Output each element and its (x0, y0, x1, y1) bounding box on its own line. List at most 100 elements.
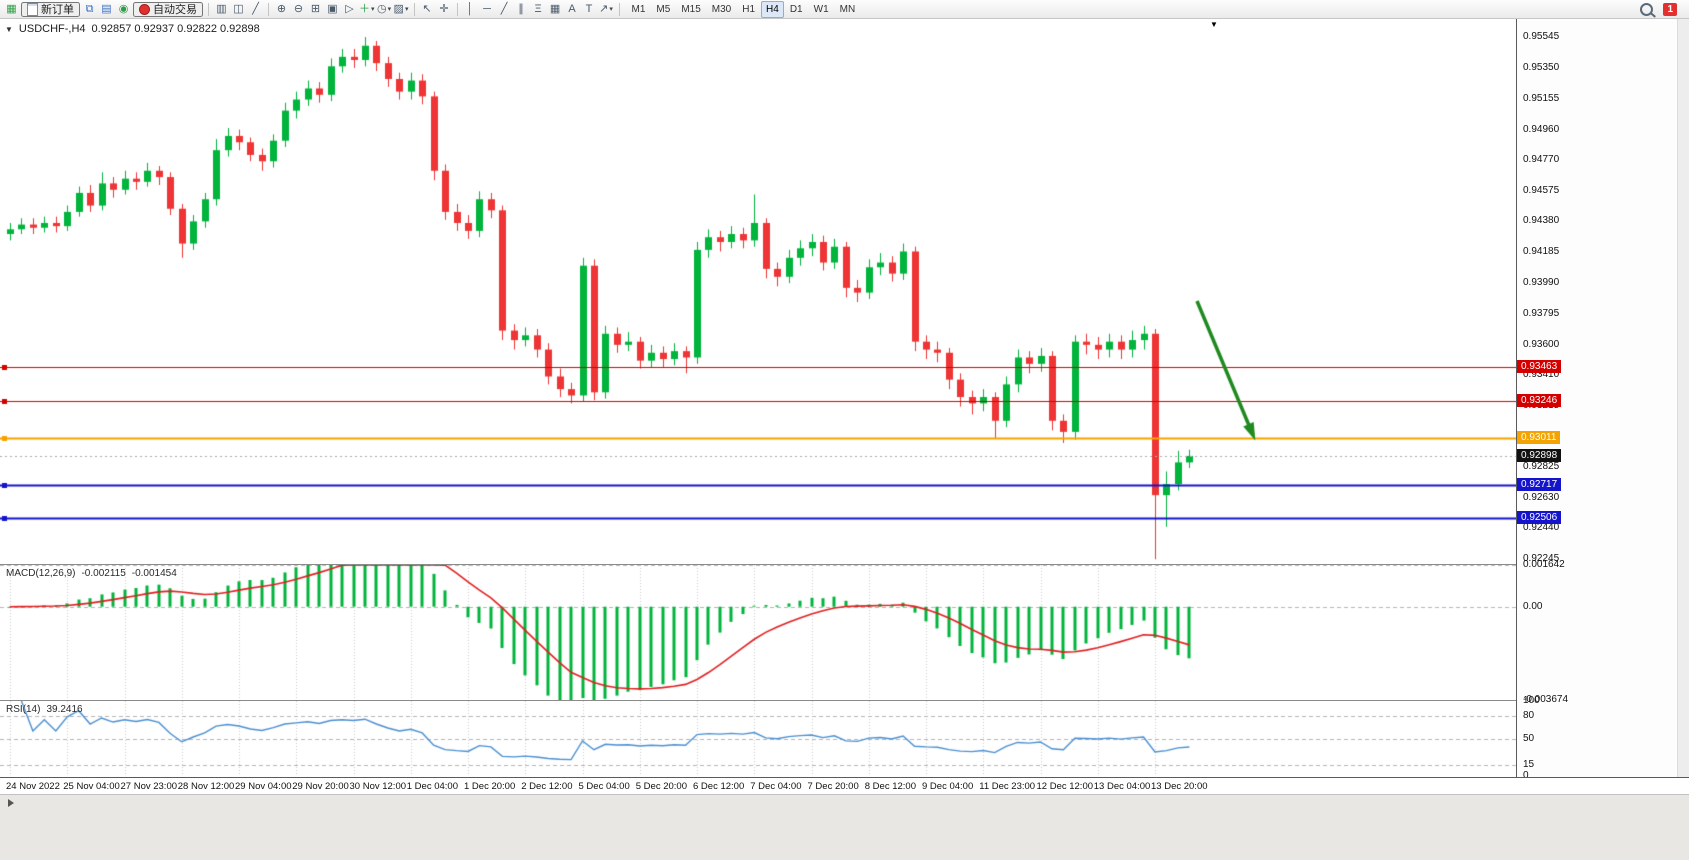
price-tick: 0.92825 (1523, 461, 1560, 473)
auto-scroll-icon[interactable]: ▷ (345, 2, 354, 15)
price-axis[interactable]: 0.95545 0.95350 0.95155 0.94960 0.94770 0.945… (1516, 19, 1689, 781)
shapes-icon[interactable]: ▦ (549, 2, 561, 15)
price-tick: 0.93410 (1523, 368, 1560, 380)
timeframe-H1[interactable]: H1 (742, 3, 756, 15)
timeframe-M5[interactable]: M5 (656, 3, 671, 15)
timeframe-W1[interactable]: W1 (813, 3, 829, 15)
timeframe-MN[interactable]: MN (839, 3, 856, 15)
right-scrollbar[interactable] (1677, 19, 1689, 777)
time-axis-label: 6 Dec 12:00 (693, 781, 745, 792)
toolbar-right: 1 (1640, 2, 1685, 16)
new-order-button[interactable]: 新订单 (21, 1, 80, 17)
zoom-out-icon[interactable]: ⊖ (293, 2, 304, 15)
macd-axis-label: 0.00 (1523, 600, 1543, 612)
rsi-axis-label: 15 (1523, 758, 1535, 770)
templates-icon[interactable]: ▨ ▾ (393, 2, 409, 15)
panel-divider[interactable] (0, 564, 1689, 565)
autotrade-button[interactable]: 自动交易 (133, 1, 203, 17)
price-tick: 0.95545 (1523, 31, 1560, 43)
candlestick-mode-icon[interactable]: ◫ (233, 2, 244, 15)
autotrade-label: 自动交易 (153, 4, 197, 16)
price-tick: 0.94185 (1523, 246, 1560, 258)
bar-chart-mode-icon[interactable]: ▥ (216, 2, 227, 15)
panel-divider[interactable] (0, 700, 1689, 701)
price-tick: 0.92630 (1523, 492, 1560, 504)
toolbar-separator (268, 2, 269, 16)
price-line-tag: 0.93463 (1517, 359, 1562, 373)
market-watch-icon[interactable]: ▤ (101, 2, 112, 15)
price-tick: 0.94770 (1523, 153, 1560, 165)
price-line-tag: 0.93011 (1517, 431, 1561, 445)
chart-windows-icon[interactable]: ⧉ (85, 2, 94, 15)
price-line-tag: 0.92717 (1517, 477, 1562, 491)
arrange-icon[interactable]: ▣ (327, 2, 338, 15)
text-label-icon[interactable]: T (585, 2, 593, 15)
rsi-canvas[interactable] (0, 701, 1516, 776)
time-axis-label: 5 Dec 04:00 (578, 781, 630, 792)
toolbar-separator (456, 2, 458, 16)
timeframe-M30[interactable]: M30 (711, 3, 732, 15)
time-axis-label: 8 Dec 12:00 (864, 781, 916, 792)
time-axis-label: 1 Dec 04:00 (406, 781, 458, 792)
fibonacci-icon[interactable]: Ξ (534, 2, 542, 15)
time-axis-label: 5 Dec 20:00 (635, 781, 687, 792)
toolbar-separator (413, 2, 415, 16)
autotrade-status-icon (139, 3, 150, 15)
toolbar: ▦ 新订单 ⧉ ▤ ◉ 自动交易 ▥ ◫ ╱ ⊕ ⊖ ⊞ ▣ ▷ ＋ ▾ ◷ ▾ ▨… (0, 0, 1689, 19)
price-tick: 0.94960 (1523, 123, 1560, 135)
zoom-in-icon[interactable]: ⊕ (276, 2, 287, 15)
timeframe-M15[interactable]: M15 (681, 3, 701, 15)
macd-signal-value: -0.001454 (131, 568, 177, 579)
macd-name: MACD(12,26,9) (6, 568, 76, 579)
scroll-position-marker[interactable] (8, 799, 14, 807)
price-line-tag: 0.92506 (1517, 510, 1562, 524)
macd-axis-label: -0.003674 (1523, 694, 1569, 705)
one-click-trading-toggle[interactable]: ▼ (5, 24, 13, 34)
toolbar-separator (618, 2, 620, 16)
timeframe-toolbar: M1 M5 M15 M30 H1 H4 D1 W1 MN (627, 0, 861, 18)
crosshair-icon[interactable]: ✛ (439, 2, 449, 15)
channel-icon[interactable]: ∥ (518, 2, 524, 15)
price-line-tag: 0.93246 (1517, 393, 1562, 407)
chart-shift-marker[interactable]: ▼ (1210, 20, 1218, 29)
time-axis-label: 11 Dec 23:00 (979, 781, 1036, 792)
line-chart-mode-icon[interactable]: ╱ (252, 2, 259, 15)
vertical-line-icon[interactable]: │ (466, 2, 474, 15)
periods-icon[interactable]: ◷ ▾ (376, 2, 392, 15)
chart-title: ▼ USDCHF-,H4 0.92857 0.92937 0.92822 0.9… (5, 23, 260, 35)
time-axis-label: 2 Dec 12:00 (521, 781, 573, 792)
time-axis[interactable]: 24 Nov 2022 25 Nov 04:00 27 Nov 23:00 28 No… (0, 777, 1689, 795)
tile-windows-icon[interactable]: ⊞ (310, 2, 321, 15)
arrows-tool-icon[interactable]: ↗ ▾ (599, 2, 613, 15)
text-icon[interactable]: A (568, 2, 576, 15)
cursor-icon[interactable]: ↖ (422, 2, 432, 15)
price-tick: 0.95155 (1523, 92, 1560, 104)
timeframe-M1[interactable]: M1 (631, 3, 646, 15)
timeframe-D1[interactable]: D1 (789, 3, 803, 15)
rsi-axis-label: 100 (1523, 695, 1540, 706)
current-price-tag: 0.92898 (1517, 448, 1562, 462)
rsi-value: 39.2416 (46, 704, 83, 715)
time-axis-label: 25 Nov 04:00 (63, 781, 120, 792)
main-chart-canvas[interactable] (0, 19, 1516, 564)
time-axis-label: 1 Dec 20:00 (464, 781, 516, 792)
search-icon[interactable] (1640, 2, 1654, 16)
time-axis-label: 29 Nov 04:00 (235, 781, 292, 792)
rsi-axis-label: 0 (1523, 770, 1529, 781)
price-tick: 0.94380 (1523, 215, 1560, 227)
macd-canvas[interactable] (0, 565, 1516, 700)
price-tick: 0.95350 (1523, 61, 1560, 73)
timeframe-H4[interactable]: H4 (761, 0, 784, 18)
notification-badge[interactable]: 1 (1663, 2, 1677, 16)
horizontal-line-icon[interactable]: ─ (483, 2, 491, 15)
indicators-icon[interactable]: ＋ ▾ (359, 2, 375, 15)
chart-window: ▼ USDCHF-,H4 0.92857 0.92937 0.92822 0.9… (0, 19, 1689, 860)
new-chart-icon[interactable]: ▦ (6, 2, 17, 15)
signals-icon[interactable]: ◉ (118, 2, 129, 15)
macd-label: MACD(12,26,9) -0.002115 -0.001454 (6, 568, 177, 579)
time-axis-label: 30 Nov 12:00 (349, 781, 407, 792)
trendline-icon[interactable]: ╱ (500, 2, 508, 15)
time-axis-label: 27 Nov 23:00 (120, 781, 178, 792)
price-tick: 0.92440 (1523, 522, 1560, 534)
